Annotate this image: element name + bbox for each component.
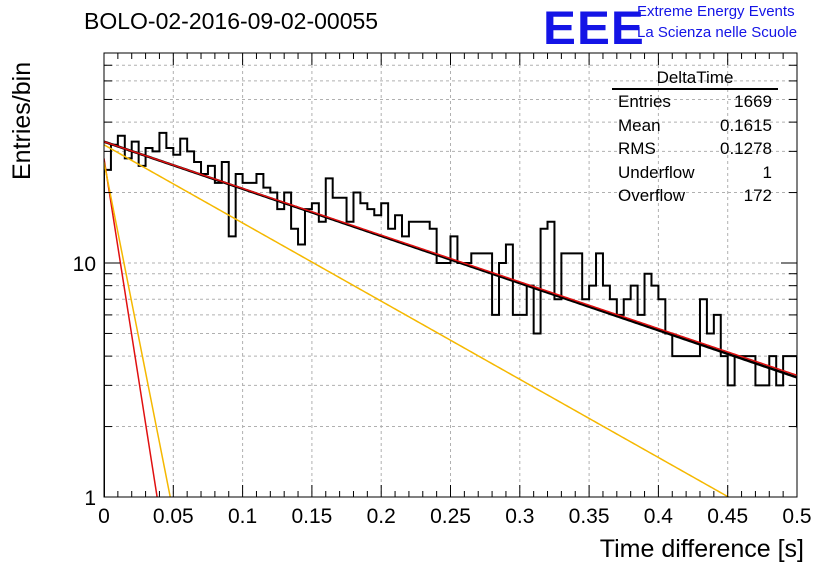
x-tick-label: 0.1 xyxy=(228,505,257,528)
x-tick-label: 0.5 xyxy=(782,505,811,528)
x-tick-label: 0.4 xyxy=(644,505,674,528)
chart-title: BOLO-02-2016-09-02-00055 xyxy=(84,8,379,34)
logo-line-2: La Scienza nelle Scuole xyxy=(637,24,798,41)
stats-value-underflow: 1 xyxy=(762,162,772,182)
x-axis-label: Time difference [s] xyxy=(599,535,804,563)
stats-value-overflow: 172 xyxy=(743,186,772,205)
x-tick-label: 0.05 xyxy=(153,505,194,528)
stats-value-rms: 0.1278 xyxy=(720,139,772,158)
stats-row-underflow: Underflow 1 xyxy=(612,163,778,187)
stats-value-mean: 0.1615 xyxy=(720,115,772,135)
fit-curve-5 xyxy=(104,161,171,497)
stats-box: DeltaTime Entries 1669 Mean 0.1615 RMS 0… xyxy=(612,68,778,210)
y-tick-label: 10 xyxy=(73,253,96,276)
logo-line-1: Extreme Energy Events xyxy=(637,3,795,20)
x-tick-label: 0.25 xyxy=(430,505,471,528)
histogram-layer xyxy=(104,131,797,497)
stats-label-underflow: Underflow xyxy=(618,162,695,182)
stats-row-entries: Entries 1669 xyxy=(612,92,778,116)
stats-row-overflow: Overflow 172 xyxy=(612,186,778,210)
y-axis-label: Entries/bin xyxy=(8,61,36,180)
x-tick-label: 0.35 xyxy=(569,505,610,528)
stats-value-entries: 1669 xyxy=(734,92,772,111)
stats-title: DeltaTime xyxy=(612,68,778,90)
fit-curve-4 xyxy=(104,144,730,497)
stats-label-overflow: Overflow xyxy=(618,186,686,205)
x-tick-label: 0.2 xyxy=(367,505,396,528)
x-tick-label: 0.45 xyxy=(707,505,748,528)
stats-label-entries: Entries xyxy=(618,92,671,111)
x-tick-label: 0.3 xyxy=(505,505,534,528)
stats-row-rms: RMS 0.1278 xyxy=(612,139,778,163)
fit-curve-2 xyxy=(104,140,797,376)
x-tick-label: 0 xyxy=(98,505,110,528)
stats-label-rms: RMS xyxy=(618,139,656,158)
y-tick-label: 1 xyxy=(84,487,96,510)
stats-row-mean: Mean 0.1615 xyxy=(612,116,778,140)
x-tick-label: 0.15 xyxy=(291,505,332,528)
stats-label-mean: Mean xyxy=(618,115,661,135)
fit-curve-3 xyxy=(104,158,158,497)
eee-logo: EEE xyxy=(543,1,645,54)
